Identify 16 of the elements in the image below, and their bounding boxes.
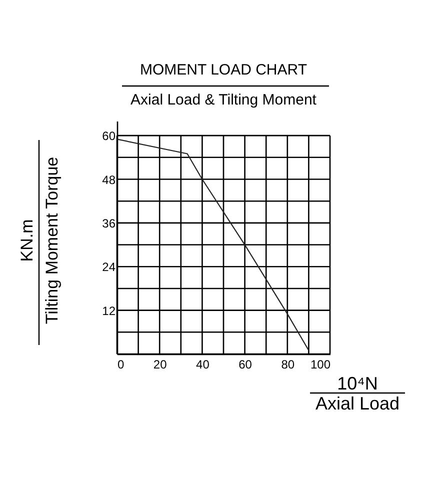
y-tick-label: 24 — [102, 260, 116, 274]
x-axis-title: 10⁴N Axial Load — [315, 374, 400, 414]
chart-title: MOMENT LOAD CHART — [140, 61, 307, 78]
y-tick-label: 48 — [102, 172, 116, 187]
y-tick-label: 60 — [102, 129, 116, 144]
x-tick-label: 20 — [153, 358, 168, 372]
x-tick-label: 0 — [118, 358, 124, 372]
y-tick-label: 36 — [102, 216, 116, 230]
x-tick-label: 40 — [196, 358, 210, 372]
line-series — [116, 138, 310, 351]
x-tick-label: 60 — [238, 358, 252, 372]
x-tick-label: 100 — [310, 358, 331, 372]
y-tick-label: 12 — [102, 304, 116, 318]
y-axis-title: KN.m Tilting Moment Torque — [18, 156, 62, 324]
chart-subtitle: Axial Load & Tilting Moment — [130, 91, 318, 108]
x-tick-label: 80 — [281, 358, 295, 372]
